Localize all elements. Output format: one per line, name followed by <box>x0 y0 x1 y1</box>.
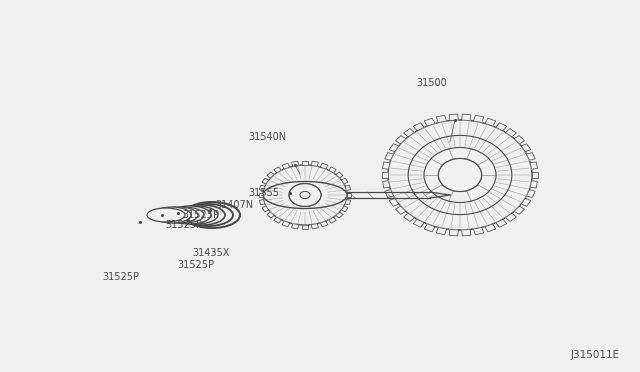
Polygon shape <box>345 185 351 190</box>
Polygon shape <box>383 162 390 169</box>
Polygon shape <box>436 115 447 123</box>
Polygon shape <box>461 114 471 121</box>
Text: 31555: 31555 <box>248 188 279 198</box>
Polygon shape <box>262 178 269 184</box>
Polygon shape <box>383 181 390 188</box>
Text: 31500: 31500 <box>416 78 447 88</box>
Polygon shape <box>262 206 269 212</box>
Polygon shape <box>449 230 458 236</box>
Polygon shape <box>259 199 265 205</box>
Polygon shape <box>506 213 516 221</box>
Polygon shape <box>267 172 274 178</box>
Ellipse shape <box>174 206 218 224</box>
Polygon shape <box>292 224 299 229</box>
Polygon shape <box>311 161 318 166</box>
Polygon shape <box>341 206 348 212</box>
Polygon shape <box>336 172 343 178</box>
Ellipse shape <box>257 161 353 228</box>
Polygon shape <box>532 172 538 178</box>
Polygon shape <box>527 190 535 198</box>
Ellipse shape <box>184 202 240 228</box>
Polygon shape <box>311 224 318 229</box>
Polygon shape <box>336 212 343 218</box>
Polygon shape <box>514 136 525 144</box>
Polygon shape <box>396 136 406 144</box>
Polygon shape <box>436 227 447 235</box>
Polygon shape <box>413 219 424 227</box>
Polygon shape <box>259 185 265 190</box>
Ellipse shape <box>169 206 211 224</box>
Polygon shape <box>485 118 496 126</box>
Polygon shape <box>424 224 435 232</box>
Polygon shape <box>521 144 531 152</box>
Polygon shape <box>396 206 406 214</box>
Polygon shape <box>259 193 263 197</box>
Text: 31525P: 31525P <box>182 210 219 220</box>
Polygon shape <box>382 172 388 178</box>
Polygon shape <box>341 178 348 184</box>
Ellipse shape <box>164 207 204 223</box>
Text: 31525P: 31525P <box>165 220 202 230</box>
Ellipse shape <box>179 205 225 225</box>
Polygon shape <box>530 181 538 188</box>
Polygon shape <box>389 198 399 206</box>
Polygon shape <box>347 193 351 197</box>
Ellipse shape <box>147 208 185 222</box>
Polygon shape <box>530 162 538 169</box>
Polygon shape <box>321 163 328 169</box>
Polygon shape <box>496 219 507 227</box>
Text: J315011E: J315011E <box>571 350 620 360</box>
Polygon shape <box>506 129 516 137</box>
Ellipse shape <box>183 204 233 226</box>
Polygon shape <box>474 115 484 123</box>
Polygon shape <box>267 212 274 218</box>
Polygon shape <box>292 161 299 166</box>
Text: 31525P: 31525P <box>102 272 139 282</box>
Polygon shape <box>485 224 496 232</box>
Polygon shape <box>302 225 308 229</box>
Polygon shape <box>302 161 308 165</box>
Polygon shape <box>321 221 328 227</box>
Ellipse shape <box>158 207 198 223</box>
Text: 31525P: 31525P <box>177 260 214 270</box>
Polygon shape <box>413 123 424 131</box>
Ellipse shape <box>438 158 482 192</box>
Text: 31540N: 31540N <box>248 132 286 142</box>
Polygon shape <box>274 167 282 173</box>
Ellipse shape <box>153 207 191 223</box>
Polygon shape <box>385 153 394 160</box>
Ellipse shape <box>381 115 539 235</box>
Text: 31407N: 31407N <box>215 200 253 210</box>
Polygon shape <box>514 206 525 214</box>
Polygon shape <box>389 144 399 152</box>
Polygon shape <box>474 227 484 235</box>
Polygon shape <box>521 198 531 206</box>
Polygon shape <box>345 199 351 205</box>
Polygon shape <box>385 190 394 198</box>
Polygon shape <box>404 129 415 137</box>
Polygon shape <box>527 153 535 160</box>
Polygon shape <box>404 213 415 221</box>
Polygon shape <box>282 163 290 169</box>
Polygon shape <box>496 123 507 131</box>
Polygon shape <box>274 217 282 223</box>
Polygon shape <box>449 114 458 121</box>
Polygon shape <box>329 167 336 173</box>
Polygon shape <box>424 118 435 126</box>
Polygon shape <box>329 217 336 223</box>
Ellipse shape <box>289 184 321 206</box>
Polygon shape <box>461 230 471 236</box>
Text: 31435X: 31435X <box>192 248 229 258</box>
Polygon shape <box>282 221 290 227</box>
